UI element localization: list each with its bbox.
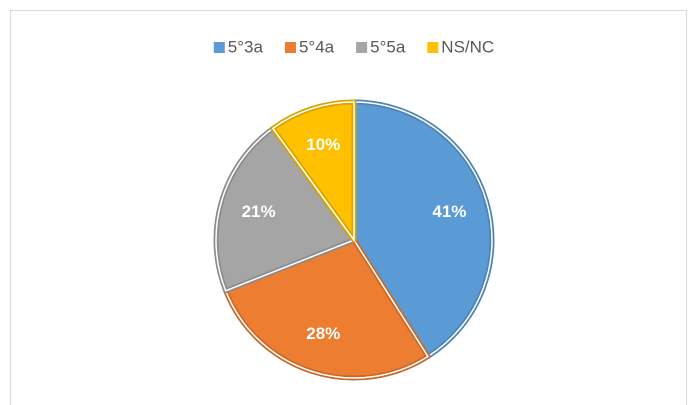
slice-separator xyxy=(353,101,493,358)
slice-separator xyxy=(271,101,355,243)
legend-swatch xyxy=(356,42,368,53)
data-label: 10% xyxy=(306,135,340,154)
legend-swatch xyxy=(427,42,439,53)
data-label: 21% xyxy=(242,202,276,221)
legend-label: 5°4a xyxy=(299,37,335,56)
slice-separator xyxy=(224,239,429,379)
legend-swatch xyxy=(284,42,296,53)
legend-label: NS/NC xyxy=(441,37,494,56)
slice-separator xyxy=(215,127,356,292)
legend-label: 5°3a xyxy=(228,37,264,56)
data-label: 41% xyxy=(432,202,466,221)
data-label: 28% xyxy=(306,324,340,343)
legend-label: 5°5a xyxy=(370,37,406,56)
legend-swatch xyxy=(213,42,225,53)
